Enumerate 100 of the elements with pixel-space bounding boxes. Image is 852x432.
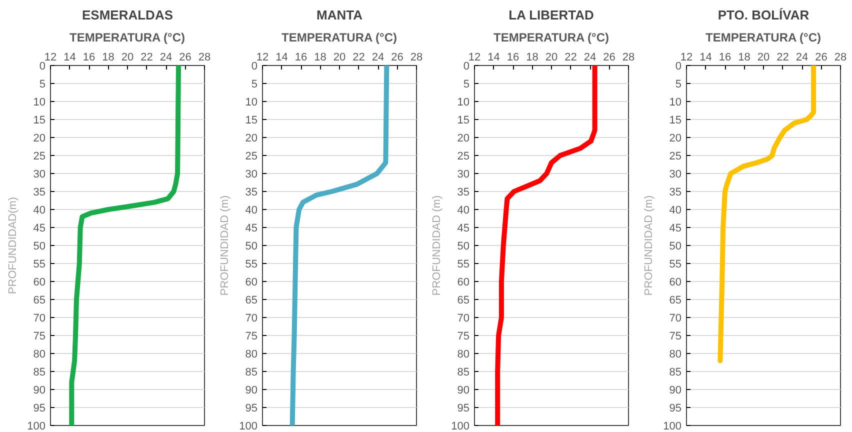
x-tick-label: 24 xyxy=(160,52,172,64)
y-tick-label: 35 xyxy=(33,186,46,198)
x-tick-label: 22 xyxy=(776,52,789,64)
y-tick-label: 70 xyxy=(33,312,46,324)
y-tick-label: 95 xyxy=(669,402,682,414)
y-tick-label: 5 xyxy=(463,78,470,90)
y-tick-label: 25 xyxy=(457,150,470,162)
y-tick-label: 15 xyxy=(457,114,470,126)
y-tick-label: 40 xyxy=(33,204,46,216)
x-axis-title: TEMPERATURA (°C) xyxy=(706,30,822,44)
y-tick-label: 45 xyxy=(457,222,470,234)
y-tick-label: 0 xyxy=(675,60,682,72)
x-tick-label: 28 xyxy=(198,52,211,64)
x-axis-title: TEMPERATURA (°C) xyxy=(282,30,398,44)
y-tick-label: 65 xyxy=(457,294,470,306)
x-tick-label: 12 xyxy=(256,52,269,64)
x-tick-label: 20 xyxy=(333,52,346,64)
y-tick-label: 90 xyxy=(457,384,470,396)
y-tick-label: 80 xyxy=(33,348,46,360)
y-tick-label: 75 xyxy=(33,330,46,342)
x-tick-label: 20 xyxy=(757,52,770,64)
y-axis-title: PROFUNDIDAD (m) xyxy=(643,195,656,296)
y-tick-label: 30 xyxy=(457,168,470,180)
y-tick-label: 45 xyxy=(33,222,46,234)
x-tick-label: 18 xyxy=(526,52,538,64)
x-tick-label: 14 xyxy=(64,52,76,64)
y-tick-label: 25 xyxy=(33,150,46,162)
y-tick-label: 35 xyxy=(669,186,682,198)
x-tick-label: 22 xyxy=(564,52,577,64)
x-tick-label: 22 xyxy=(352,52,365,64)
x-tick-label: 24 xyxy=(584,52,596,64)
y-tick-label: 50 xyxy=(245,240,258,252)
y-tick-label: 30 xyxy=(33,168,46,180)
x-tick-label: 28 xyxy=(622,52,635,64)
y-tick-label: 60 xyxy=(669,276,682,288)
y-tick-label: 75 xyxy=(245,330,258,342)
y-tick-label: 35 xyxy=(457,186,470,198)
y-tick-label: 30 xyxy=(669,168,682,180)
y-tick-label: 30 xyxy=(245,168,258,180)
x-tick-label: 20 xyxy=(121,52,134,64)
x-tick-label: 14 xyxy=(488,52,500,64)
y-tick-label: 10 xyxy=(33,96,46,108)
y-tick-label: 55 xyxy=(669,258,682,270)
y-tick-label: 20 xyxy=(457,132,470,144)
x-tick-label: 26 xyxy=(391,52,404,64)
y-tick-label: 90 xyxy=(669,384,682,396)
y-tick-label: 90 xyxy=(33,384,46,396)
x-axis-title: TEMPERATURA (°C) xyxy=(494,30,610,44)
x-tick-label: 22 xyxy=(140,52,153,64)
y-tick-label: 65 xyxy=(33,294,46,306)
x-tick-label: 18 xyxy=(102,52,114,64)
y-tick-label: 80 xyxy=(457,348,470,360)
y-tick-label: 0 xyxy=(251,60,258,72)
y-tick-label: 85 xyxy=(245,366,258,378)
y-tick-label: 55 xyxy=(245,258,258,270)
x-tick-label: 16 xyxy=(718,52,732,64)
y-tick-label: 55 xyxy=(33,258,46,270)
x-tick-label: 16 xyxy=(294,52,308,64)
y-tick-label: 0 xyxy=(463,60,470,72)
y-tick-label: 40 xyxy=(245,204,258,216)
y-tick-label: 10 xyxy=(457,96,470,108)
y-tick-label: 100 xyxy=(239,420,258,432)
y-tick-label: 95 xyxy=(457,402,470,414)
x-tick-label: 28 xyxy=(834,52,847,64)
y-tick-label: 100 xyxy=(663,420,682,432)
y-tick-label: 95 xyxy=(245,402,258,414)
x-tick-label: 24 xyxy=(796,52,808,64)
chart-title: ESMERALDAS xyxy=(82,8,174,22)
x-tick-label: 24 xyxy=(372,52,384,64)
x-tick-label: 16 xyxy=(506,52,520,64)
chart-title: PTO. BOLÍVAR xyxy=(718,8,810,22)
x-tick-label: 20 xyxy=(545,52,558,64)
y-tick-label: 90 xyxy=(245,384,258,396)
x-tick-label: 26 xyxy=(815,52,828,64)
y-tick-label: 75 xyxy=(669,330,682,342)
y-tick-label: 5 xyxy=(251,78,258,90)
y-tick-label: 25 xyxy=(669,150,682,162)
y-tick-label: 20 xyxy=(245,132,258,144)
x-tick-label: 16 xyxy=(82,52,96,64)
y-tick-label: 60 xyxy=(245,276,258,288)
x-tick-label: 12 xyxy=(468,52,481,64)
y-tick-label: 65 xyxy=(669,294,682,306)
y-tick-label: 0 xyxy=(39,60,46,72)
x-tick-label: 18 xyxy=(738,52,750,64)
y-tick-label: 70 xyxy=(245,312,258,324)
y-tick-label: 5 xyxy=(39,78,46,90)
y-tick-label: 40 xyxy=(457,204,470,216)
x-axis-title: TEMPERATURA (°C) xyxy=(70,30,186,44)
y-tick-label: 85 xyxy=(457,366,470,378)
y-tick-label: 85 xyxy=(33,366,46,378)
y-tick-label: 100 xyxy=(451,420,470,432)
y-tick-label: 80 xyxy=(669,348,682,360)
y-tick-label: 20 xyxy=(669,132,682,144)
chart-title: MANTA xyxy=(316,8,364,22)
y-tick-label: 60 xyxy=(33,276,46,288)
y-tick-label: 65 xyxy=(245,294,258,306)
y-tick-label: 10 xyxy=(245,96,258,108)
y-tick-label: 5 xyxy=(675,78,682,90)
y-tick-label: 50 xyxy=(457,240,470,252)
y-tick-label: 35 xyxy=(245,186,258,198)
